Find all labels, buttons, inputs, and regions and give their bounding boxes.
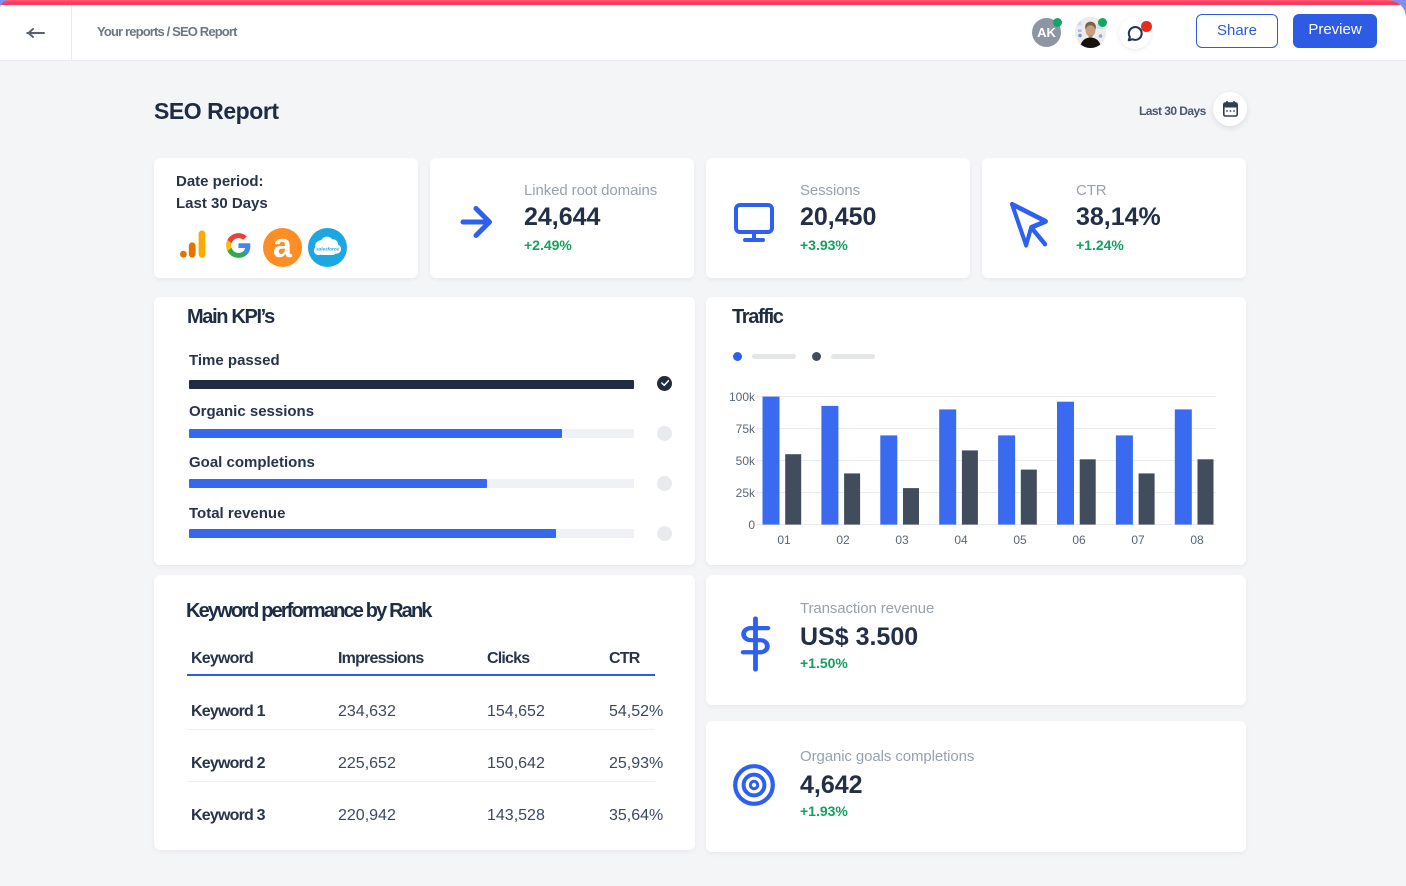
svg-text:salesforce: salesforce xyxy=(316,247,339,252)
svg-text:07: 07 xyxy=(1131,533,1145,547)
svg-text:06: 06 xyxy=(1072,533,1086,547)
svg-text:08: 08 xyxy=(1190,533,1204,547)
svg-text:0: 0 xyxy=(748,518,755,532)
svg-text:02: 02 xyxy=(836,533,850,547)
svg-text:25k: 25k xyxy=(736,486,756,500)
svg-text:04: 04 xyxy=(954,533,968,547)
svg-text:01: 01 xyxy=(777,533,791,547)
svg-text:05: 05 xyxy=(1013,533,1027,547)
svg-text:50k: 50k xyxy=(736,454,756,468)
svg-text:03: 03 xyxy=(895,533,909,547)
svg-text:75k: 75k xyxy=(736,422,756,436)
svg-text:100k: 100k xyxy=(729,390,756,404)
